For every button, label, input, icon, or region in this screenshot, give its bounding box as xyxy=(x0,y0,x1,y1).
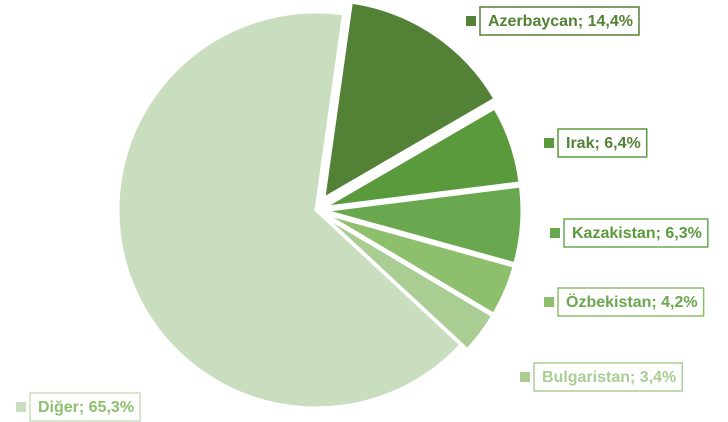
legend-swatch xyxy=(466,16,476,26)
legend-swatch xyxy=(550,228,560,238)
data-label: Azerbaycan; 14,4% xyxy=(488,13,633,30)
data-label: Kazakistan; 6,3% xyxy=(572,225,702,242)
label-box xyxy=(557,128,648,158)
label-box xyxy=(479,6,640,36)
label-box xyxy=(29,392,141,422)
data-label: Irak; 6,4% xyxy=(566,135,641,152)
data-label: Bulgaristan; 3,4% xyxy=(542,369,676,386)
label-box xyxy=(533,362,684,392)
pie-slice xyxy=(321,213,495,352)
pie-slice xyxy=(322,105,522,209)
label-box xyxy=(563,218,709,248)
pie-slice xyxy=(321,0,498,202)
data-label: Diğer; 65,3% xyxy=(38,399,134,416)
pie-slice xyxy=(322,211,516,317)
pie-slice xyxy=(323,184,524,266)
label-box xyxy=(557,287,705,317)
legend-swatch xyxy=(544,138,554,148)
legend-swatch xyxy=(16,402,26,412)
legend-swatch xyxy=(520,372,530,382)
data-label: Özbekistan; 4,2% xyxy=(566,292,698,311)
pie-slice xyxy=(116,10,464,410)
legend-swatch xyxy=(544,297,554,307)
